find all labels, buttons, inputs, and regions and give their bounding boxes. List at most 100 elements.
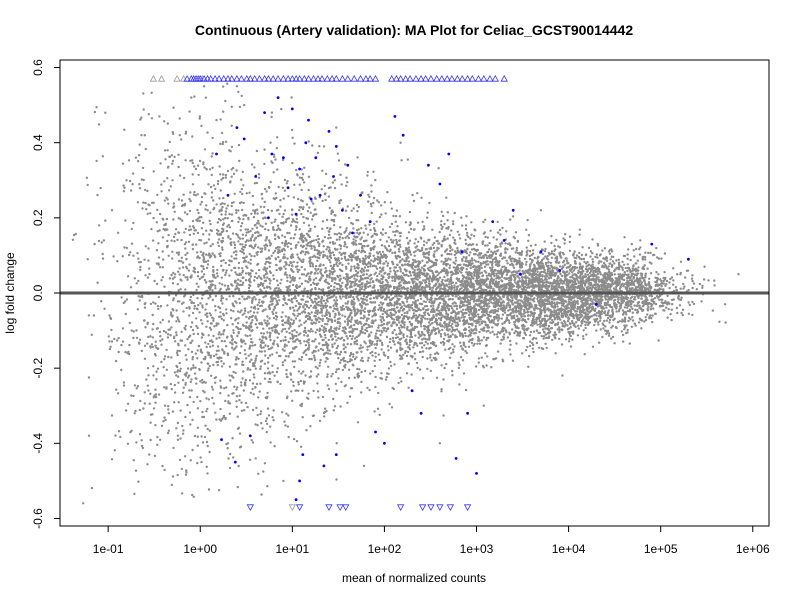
background-point: [220, 264, 223, 267]
background-point: [626, 306, 629, 309]
background-point: [132, 459, 135, 462]
background-point: [344, 277, 347, 281]
background-point: [338, 317, 341, 320]
background-point: [421, 350, 425, 353]
background-point: [126, 442, 130, 445]
background-point: [271, 353, 274, 356]
background-point: [271, 329, 274, 332]
background-point: [604, 325, 607, 328]
background-point: [267, 347, 270, 351]
background-point: [553, 318, 556, 321]
background-point: [132, 221, 135, 225]
background-point: [524, 279, 528, 282]
background-point: [156, 367, 160, 370]
background-point: [286, 425, 290, 428]
background-point: [451, 248, 454, 251]
background-point: [690, 277, 694, 280]
background-point: [248, 315, 251, 319]
background-point: [345, 305, 348, 309]
background-point: [185, 358, 188, 361]
background-point: [335, 304, 338, 308]
background-point: [618, 320, 621, 323]
background-point: [375, 220, 378, 223]
background-point: [454, 259, 458, 262]
background-point: [655, 271, 658, 274]
background-point: [366, 262, 369, 266]
background-point: [515, 272, 519, 275]
background-point: [359, 269, 362, 273]
background-point: [292, 384, 295, 387]
background-point: [495, 250, 499, 253]
background-point: [253, 255, 256, 258]
background-point: [459, 284, 463, 287]
background-point: [219, 142, 222, 145]
background-point: [279, 282, 282, 285]
background-point: [414, 299, 417, 303]
background-point: [289, 276, 292, 279]
background-point: [258, 283, 262, 287]
background-point: [713, 284, 716, 287]
background-point: [341, 263, 344, 267]
background-point: [151, 336, 154, 339]
background-point: [599, 273, 602, 276]
background-point: [339, 173, 342, 176]
background-point: [538, 331, 542, 335]
background-point: [447, 324, 451, 327]
background-point: [246, 228, 250, 231]
background-point: [328, 313, 332, 316]
background-point: [409, 227, 413, 231]
background-point: [219, 189, 222, 192]
background-point: [649, 272, 653, 275]
background-point: [208, 233, 211, 236]
background-point: [218, 331, 221, 334]
background-point: [506, 262, 509, 265]
background-point: [583, 308, 586, 312]
background-point: [444, 334, 447, 337]
background-point: [358, 286, 362, 289]
background-point: [585, 265, 588, 268]
background-point: [621, 318, 624, 321]
background-point: [569, 345, 573, 348]
background-point: [713, 279, 716, 282]
background-point: [301, 178, 305, 181]
background-point: [374, 337, 377, 340]
background-point: [133, 492, 136, 496]
background-point: [528, 250, 532, 253]
background-point: [193, 95, 196, 98]
background-point: [215, 337, 218, 340]
background-point: [324, 280, 327, 283]
background-point: [379, 333, 382, 337]
background-point: [559, 278, 562, 281]
background-point: [272, 297, 275, 300]
background-point: [328, 241, 332, 244]
background-point: [473, 234, 476, 238]
background-point: [241, 360, 244, 363]
background-point: [553, 278, 556, 282]
background-point: [430, 359, 433, 362]
background-point: [517, 289, 520, 292]
background-point: [151, 345, 154, 349]
background-point: [667, 308, 670, 311]
background-point: [335, 296, 338, 299]
background-point: [495, 333, 499, 336]
background-point: [290, 213, 294, 216]
background-point: [180, 199, 184, 202]
background-point: [482, 304, 486, 308]
background-point: [135, 336, 139, 340]
background-point: [150, 117, 154, 120]
background-point: [318, 287, 321, 291]
background-point: [333, 232, 336, 236]
background-point: [607, 268, 611, 271]
background-point: [624, 266, 627, 270]
background-point: [187, 348, 190, 351]
background-point: [282, 197, 285, 200]
background-point: [194, 194, 197, 197]
background-point: [610, 326, 613, 329]
background-point: [337, 313, 341, 316]
background-point: [455, 317, 458, 320]
background-point: [312, 239, 315, 242]
background-point: [359, 309, 362, 312]
background-point: [128, 179, 132, 183]
background-point: [320, 276, 323, 279]
background-point: [241, 233, 245, 236]
